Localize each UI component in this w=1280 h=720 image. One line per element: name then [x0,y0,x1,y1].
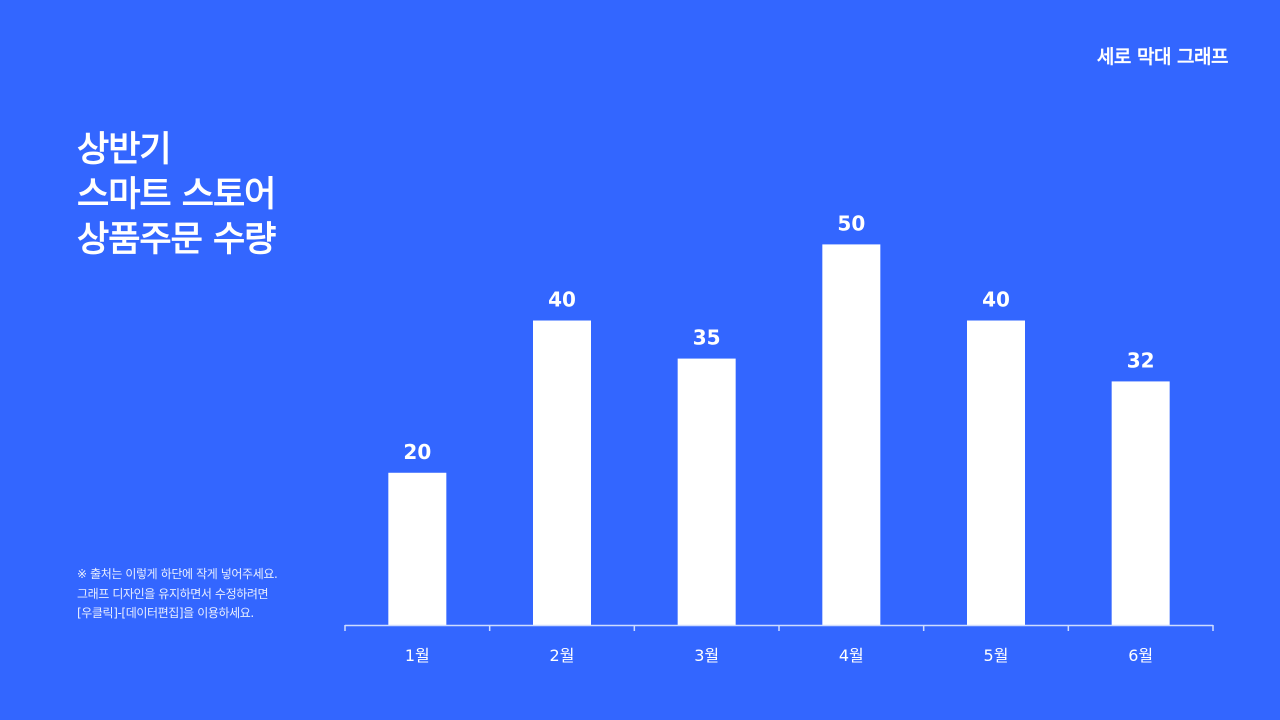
bar-3 [677,358,736,625]
source-note: ※ 출처는 이렇게 하단에 작게 넣어주세요. 그래프 디자인을 유지하면서 수… [77,565,278,624]
bar-5 [967,320,1025,625]
chart-title-line-1: 상반기 [77,130,172,170]
bar-4 [822,244,881,625]
chart-title: 상반기 스마트 스토어 상품주문 수량 [77,128,276,263]
source-note-line-1: ※ 출처는 이렇게 하단에 작게 넣어주세요. [77,567,278,581]
bar-value-label-1: 20 [403,440,431,464]
x-tick-label-1: 1월 [405,646,430,665]
x-tick-label-4: 4월 [839,646,864,665]
chart-title-line-3: 상품주문 수량 [77,220,276,260]
chart-type-label: 세로 막대 그래프 [1096,46,1229,68]
bar-value-label-6: 32 [1127,348,1155,372]
source-note-line-2: 그래프 디자인을 유지하면서 수정하려면 [77,586,269,601]
x-tick-label-2: 2월 [550,646,575,665]
bar-1 [388,472,447,625]
bar-value-label-4: 50 [837,211,865,235]
x-tick-label-6: 6월 [1128,646,1153,665]
source-note-line-3: [우클릭]-[데이터편집]을 이용하세요. [77,606,254,620]
bar-value-label-2: 40 [548,288,576,312]
x-tick-label-3: 3월 [694,646,719,665]
x-axis: 1월 2월 3월 4월 5월 6월 [344,624,1214,665]
bar-2 [533,320,591,625]
bars-group: 20 40 35 50 40 32 [388,211,1170,625]
x-tick-label-5: 5월 [984,646,1009,665]
chart-title-line-2: 스마트 스토어 [77,175,276,215]
bar-value-label-5: 40 [982,288,1010,312]
bar-value-label-3: 35 [693,326,721,350]
bar-6 [1111,381,1170,625]
